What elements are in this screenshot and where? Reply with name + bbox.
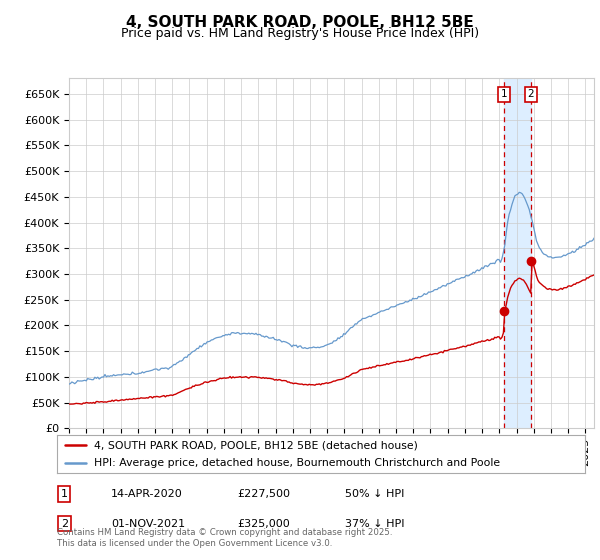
Text: £227,500: £227,500: [237, 489, 290, 499]
Text: 50% ↓ HPI: 50% ↓ HPI: [345, 489, 404, 499]
Text: 37% ↓ HPI: 37% ↓ HPI: [345, 519, 404, 529]
Text: 1: 1: [501, 89, 508, 99]
Text: 1: 1: [61, 489, 68, 499]
Text: 4, SOUTH PARK ROAD, POOLE, BH12 5BE: 4, SOUTH PARK ROAD, POOLE, BH12 5BE: [126, 15, 474, 30]
Text: HPI: Average price, detached house, Bournemouth Christchurch and Poole: HPI: Average price, detached house, Bour…: [94, 458, 500, 468]
Text: Contains HM Land Registry data © Crown copyright and database right 2025.
This d: Contains HM Land Registry data © Crown c…: [57, 528, 392, 548]
Text: 2: 2: [61, 519, 68, 529]
Text: 4, SOUTH PARK ROAD, POOLE, BH12 5BE (detached house): 4, SOUTH PARK ROAD, POOLE, BH12 5BE (det…: [94, 440, 418, 450]
Bar: [504, 78, 531, 428]
Text: £325,000: £325,000: [237, 519, 290, 529]
Text: 01-NOV-2021: 01-NOV-2021: [111, 519, 185, 529]
Text: 2: 2: [527, 89, 534, 99]
Text: 14-APR-2020: 14-APR-2020: [111, 489, 183, 499]
Text: Price paid vs. HM Land Registry's House Price Index (HPI): Price paid vs. HM Land Registry's House …: [121, 27, 479, 40]
